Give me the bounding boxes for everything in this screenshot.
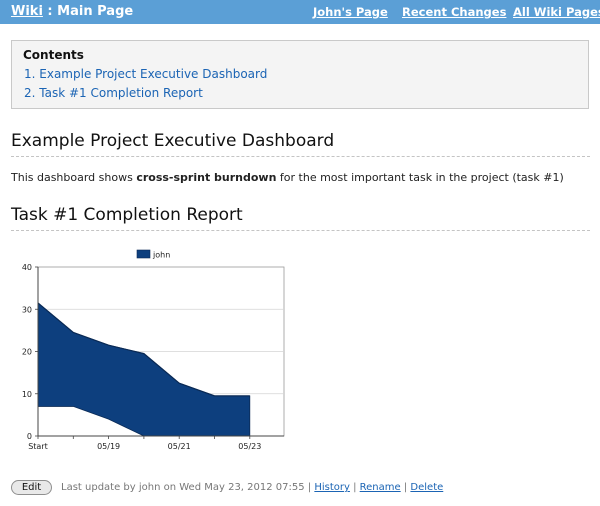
nav-recent-changes-link[interactable]: Recent Changes [402, 5, 507, 19]
toc-title: Contents [23, 48, 84, 62]
section-heading-dashboard: Example Project Executive Dashboard [11, 131, 335, 151]
nav-johns-page-link[interactable]: John's Page [313, 5, 388, 19]
y-tick-label: 30 [22, 305, 32, 314]
delete-link[interactable]: Delete [410, 482, 444, 493]
description-bold-text: cross-sprint burndown [136, 171, 277, 184]
legend-swatch-john [136, 249, 151, 259]
x-tick-label: Start [28, 442, 48, 451]
page-footer: Edit Last update by john on Wed May 23, … [11, 480, 571, 496]
toc-link-completion-report[interactable]: 2. Task #1 Completion Report [24, 86, 203, 100]
x-tick-label: 05/21 [168, 442, 191, 451]
y-tick-label: 20 [22, 348, 32, 357]
top-bar: Wiki : Main Page John's Page Recent Chan… [0, 0, 600, 24]
toc-link-dashboard[interactable]: 1. Example Project Executive Dashboard [24, 67, 268, 81]
heading-divider [11, 156, 590, 157]
history-link[interactable]: History [314, 482, 350, 493]
last-update-info: Last update by john on Wed May 23, 2012 … [61, 482, 443, 493]
x-tick-label: 05/19 [97, 442, 120, 451]
x-tick-label: 05/23 [238, 442, 261, 451]
section-heading-completion-report: Task #1 Completion Report [11, 205, 243, 225]
series-line-john [37, 302, 250, 397]
last-update-text: Last update by john on Wed May 23, 2012 … [61, 482, 315, 493]
page-name: Main Page [57, 4, 134, 19]
page-title: Wiki : Main Page [11, 4, 133, 19]
y-tick-label: 0 [27, 432, 32, 441]
legend-label-john: john [152, 251, 170, 260]
y-tick-label: 40 [22, 263, 32, 272]
description-text-end: for the most important task in the proje… [276, 171, 564, 184]
heading-divider [11, 230, 590, 231]
link-separator: | [349, 482, 360, 493]
y-tick-label: 10 [22, 390, 32, 399]
title-separator: : [42, 4, 58, 19]
wiki-home-link[interactable]: Wiki [11, 4, 43, 19]
table-of-contents: Contents 1. Example Project Executive Da… [11, 40, 589, 109]
link-separator: | [400, 482, 411, 493]
dashboard-description: This dashboard shows cross-sprint burndo… [11, 171, 564, 184]
rename-link[interactable]: Rename [359, 482, 401, 493]
description-text-start: This dashboard shows [11, 171, 137, 184]
burndown-chart: 0 10 20 30 40 Start 05/19 05/21 05/23 john [22, 249, 285, 451]
edit-button[interactable]: Edit [11, 480, 52, 495]
nav-all-wiki-pages-link[interactable]: All Wiki Pages [513, 5, 600, 19]
